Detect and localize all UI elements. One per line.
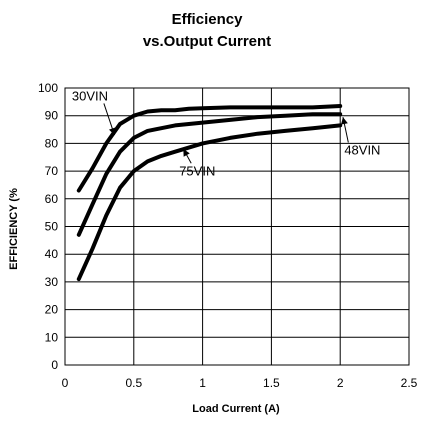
x-tick-label: 1 [199, 376, 206, 390]
annotation-label: 30VIN [72, 88, 108, 103]
y-tick-label: 10 [45, 330, 59, 344]
y-axis-label: EFFICIENCY (% [8, 188, 20, 270]
x-tick-label: 2 [337, 376, 344, 390]
plot-frame [64, 87, 410, 366]
annotation-label: 75VIN [179, 163, 215, 178]
x-tick-label: 0.5 [125, 376, 142, 390]
x-tick-label: 2.5 [401, 376, 418, 390]
annotation-label: 48VIN [344, 142, 380, 157]
annotation-arrowhead [108, 127, 116, 136]
y-tick-label: 100 [38, 81, 58, 95]
chart-title: Efficiency [172, 11, 244, 28]
annotation-arrowhead [183, 148, 190, 157]
x-tick-labels: 0 0.5 1 1.5 2 2.5 [62, 376, 418, 390]
y-tick-label: 80 [45, 136, 59, 150]
series-lines [76, 104, 343, 282]
chart-subtitle: vs.Output Current [143, 33, 271, 50]
series-line-48vin [76, 112, 343, 237]
series-line-75vin [76, 123, 343, 282]
y-tick-label: 90 [45, 109, 59, 123]
y-tick-label: 50 [45, 220, 59, 234]
x-tick-label: 1.5 [263, 376, 280, 390]
y-tick-label: 60 [45, 192, 59, 206]
y-tick-labels: 0 10 20 30 40 50 60 70 80 90 100 [38, 81, 58, 372]
y-tick-label: 30 [45, 275, 59, 289]
x-tick-label: 0 [62, 376, 69, 390]
annotations: 30VIN 48VIN 75VIN [72, 88, 381, 178]
y-tick-label: 20 [45, 303, 59, 317]
x-axis-label: Load Current (A) [192, 403, 280, 415]
y-tick-label: 40 [45, 247, 59, 261]
y-tick-label: 70 [45, 164, 59, 178]
series-line-30vin [76, 104, 343, 193]
y-tick-label: 0 [51, 358, 58, 372]
annotation-arrowhead [340, 117, 348, 125]
